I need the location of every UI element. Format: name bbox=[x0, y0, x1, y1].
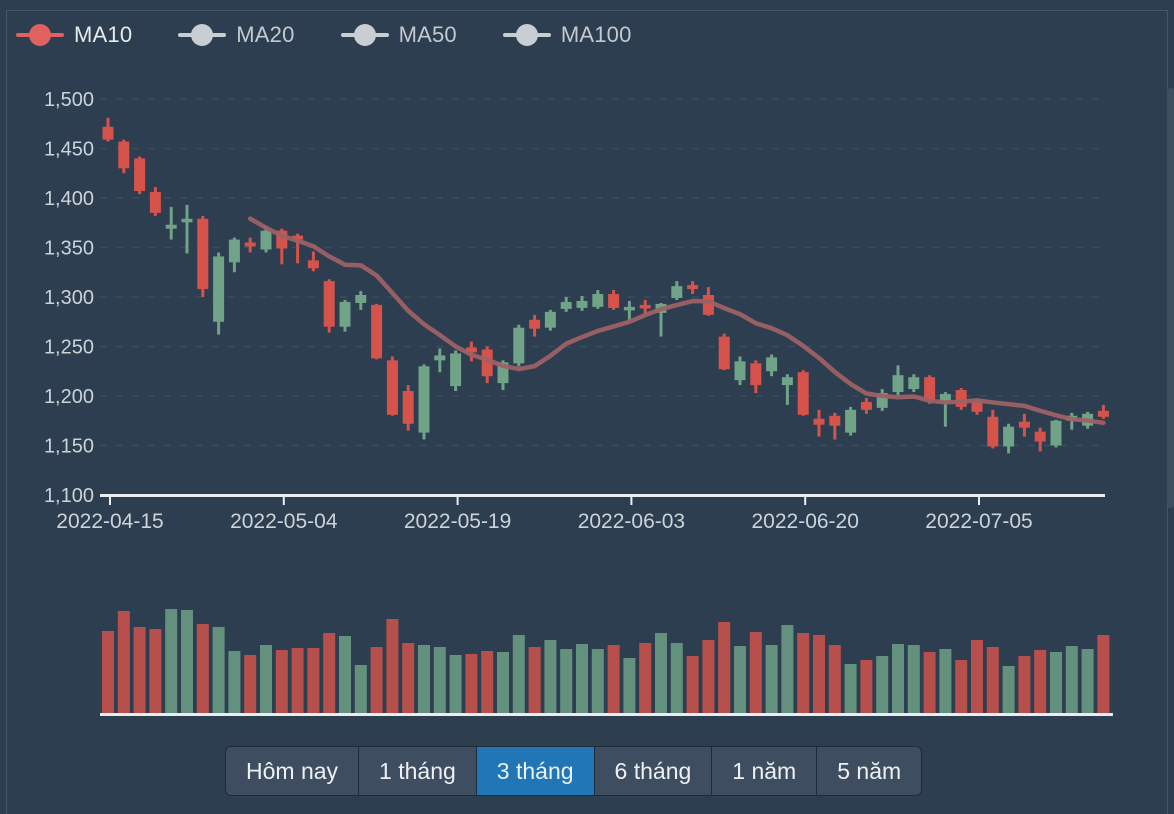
legend-label: MA50 bbox=[398, 22, 457, 47]
ma50-marker-icon bbox=[340, 23, 389, 47]
legend-label: MA10 bbox=[74, 22, 133, 47]
svg-text:2022-05-04: 2022-05-04 bbox=[230, 510, 338, 533]
svg-text:1,100: 1,100 bbox=[44, 485, 94, 507]
svg-text:1,200: 1,200 bbox=[44, 386, 94, 408]
svg-text:1,400: 1,400 bbox=[44, 188, 94, 210]
range-button-6-thang[interactable]: 6 tháng bbox=[594, 746, 713, 796]
legend-label: MA20 bbox=[236, 22, 295, 47]
scrollbar-thumb[interactable] bbox=[1167, 88, 1174, 508]
legend-item-ma20[interactable]: MA20 bbox=[178, 22, 294, 48]
range-button-hom-nay[interactable]: Hôm nay bbox=[225, 746, 360, 796]
legend-label: MA100 bbox=[560, 22, 632, 47]
range-button-3-thang[interactable]: 3 tháng bbox=[476, 746, 595, 796]
range-button-1-nam[interactable]: 1 năm bbox=[712, 746, 818, 796]
svg-text:2022-06-03: 2022-06-03 bbox=[578, 510, 685, 533]
range-button-5-nam[interactable]: 5 năm bbox=[817, 746, 923, 796]
svg-text:2022-06-20: 2022-06-20 bbox=[751, 510, 858, 533]
svg-text:2022-07-05: 2022-07-05 bbox=[925, 510, 1032, 533]
range-button-1-thang[interactable]: 1 tháng bbox=[359, 746, 477, 796]
time-range-button-group: Hôm nay 1 tháng 3 tháng 6 tháng 1 năm 5 … bbox=[225, 746, 923, 796]
legend-item-ma10[interactable]: MA10 bbox=[16, 22, 132, 48]
svg-text:1,350: 1,350 bbox=[44, 238, 94, 260]
svg-text:1,250: 1,250 bbox=[44, 337, 94, 359]
svg-text:1,500: 1,500 bbox=[44, 89, 94, 111]
ma20-marker-icon bbox=[178, 23, 227, 47]
ma10-marker-icon bbox=[16, 23, 64, 47]
svg-text:2022-05-19: 2022-05-19 bbox=[404, 510, 511, 533]
ma100-marker-icon bbox=[502, 23, 551, 47]
svg-text:1,450: 1,450 bbox=[44, 139, 94, 161]
svg-text:1,300: 1,300 bbox=[44, 287, 94, 309]
svg-text:2022-04-15: 2022-04-15 bbox=[56, 510, 163, 533]
legend-item-ma50[interactable]: MA50 bbox=[340, 22, 457, 48]
ma-legend: MA10 MA20 MA50 MA100 bbox=[16, 22, 632, 48]
svg-text:1,150: 1,150 bbox=[44, 436, 94, 458]
legend-item-ma100[interactable]: MA100 bbox=[502, 22, 632, 48]
